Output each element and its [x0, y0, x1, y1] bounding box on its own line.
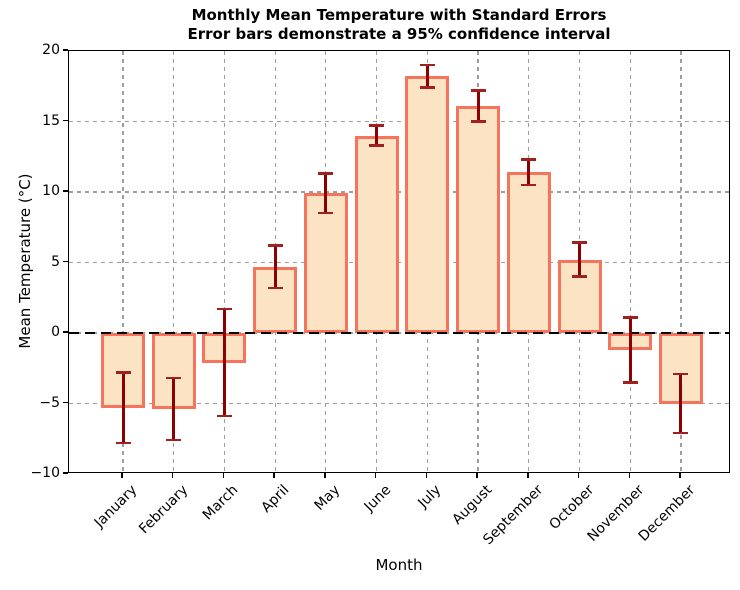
error-bar-cap-bottom — [419, 86, 435, 89]
y-tick-mark — [63, 190, 68, 192]
chart-subtitle: Error bars demonstrate a 95% confidence … — [187, 25, 611, 43]
y-tick-label: 10 — [42, 183, 60, 199]
error-bar-line — [375, 125, 379, 146]
x-tick-mark — [577, 473, 580, 478]
x-tick-mark — [679, 473, 681, 478]
error-bar-line — [425, 65, 429, 88]
y-tick-label: 5 — [51, 253, 60, 270]
y-tick-label: −10 — [30, 465, 60, 481]
x-tick-mark — [121, 473, 123, 478]
horizontal-gridline — [69, 191, 729, 193]
x-tick-mark — [476, 473, 478, 478]
horizontal-gridline — [69, 261, 729, 264]
error-bar-cap-top — [166, 376, 182, 380]
bar-june — [354, 135, 399, 333]
error-bar-line — [273, 245, 277, 288]
error-bar-cap-top — [216, 307, 232, 311]
error-bar-line — [222, 309, 226, 417]
x-tick-mark — [628, 473, 630, 478]
error-bar-cap-top — [572, 241, 588, 245]
error-bar-cap-top — [673, 372, 689, 376]
y-tick-mark — [63, 401, 68, 404]
y-tick-mark — [63, 49, 68, 51]
x-tick-mark — [273, 473, 275, 478]
error-bar-line — [679, 373, 683, 434]
chart-title: Monthly Mean Temperature with Standard E… — [191, 6, 607, 24]
error-bar-cap-top — [521, 158, 537, 161]
y-tick-mark — [63, 472, 68, 474]
vertical-gridline — [173, 51, 175, 472]
bar-september — [506, 172, 551, 333]
horizontal-gridline — [69, 402, 729, 405]
x-tick-mark — [374, 473, 377, 478]
bar-may — [303, 193, 348, 333]
error-bar-line — [172, 378, 176, 441]
zero-reference-line — [69, 331, 729, 335]
vertical-gridline — [629, 51, 631, 472]
error-bar-cap-top — [318, 172, 334, 175]
y-tick-label: −5 — [39, 394, 60, 411]
vertical-gridline — [223, 51, 226, 472]
error-bar-cap-top — [419, 63, 435, 67]
y-tick-mark — [63, 260, 68, 263]
y-tick-mark — [63, 331, 68, 333]
y-tick-label: 20 — [42, 42, 60, 58]
x-tick-mark — [324, 473, 326, 478]
x-axis-label: Month — [375, 556, 423, 574]
error-bar-cap-top — [115, 371, 131, 374]
error-bar-line — [121, 372, 125, 443]
error-bar-cap-bottom — [622, 381, 638, 384]
error-bar-cap-bottom — [318, 211, 334, 215]
error-bar-cap-top — [622, 316, 638, 319]
error-bar-line — [324, 173, 328, 214]
error-bar-cap-top — [470, 89, 486, 92]
vertical-gridline — [122, 51, 124, 472]
error-bar-line — [628, 317, 632, 383]
x-tick-mark — [222, 473, 225, 478]
error-bar-cap-bottom — [369, 144, 385, 147]
plot-area — [68, 50, 730, 473]
bar-august — [456, 105, 501, 333]
horizontal-gridline — [69, 120, 729, 123]
error-bar-cap-bottom — [115, 441, 131, 445]
error-bar-cap-bottom — [470, 120, 486, 123]
bar-july — [405, 76, 450, 333]
error-bar-cap-top — [267, 244, 283, 247]
error-bar-cap-top — [369, 124, 385, 128]
error-bar-cap-bottom — [572, 275, 588, 278]
y-tick-mark — [63, 119, 68, 122]
vertical-gridline — [680, 51, 682, 472]
x-tick-mark — [172, 473, 174, 478]
error-bar-cap-bottom — [521, 183, 537, 187]
error-bar-line — [527, 159, 531, 185]
y-tick-label: 0 — [51, 324, 60, 340]
x-tick-mark — [527, 473, 529, 478]
y-tick-label: 15 — [42, 112, 60, 129]
error-bar-cap-bottom — [267, 286, 283, 290]
error-bar-line — [476, 90, 480, 122]
error-bar-cap-bottom — [673, 431, 689, 435]
error-bar-cap-bottom — [166, 438, 182, 442]
x-tick-mark — [425, 473, 428, 478]
error-bar-line — [578, 242, 582, 277]
error-bar-cap-bottom — [216, 414, 232, 418]
